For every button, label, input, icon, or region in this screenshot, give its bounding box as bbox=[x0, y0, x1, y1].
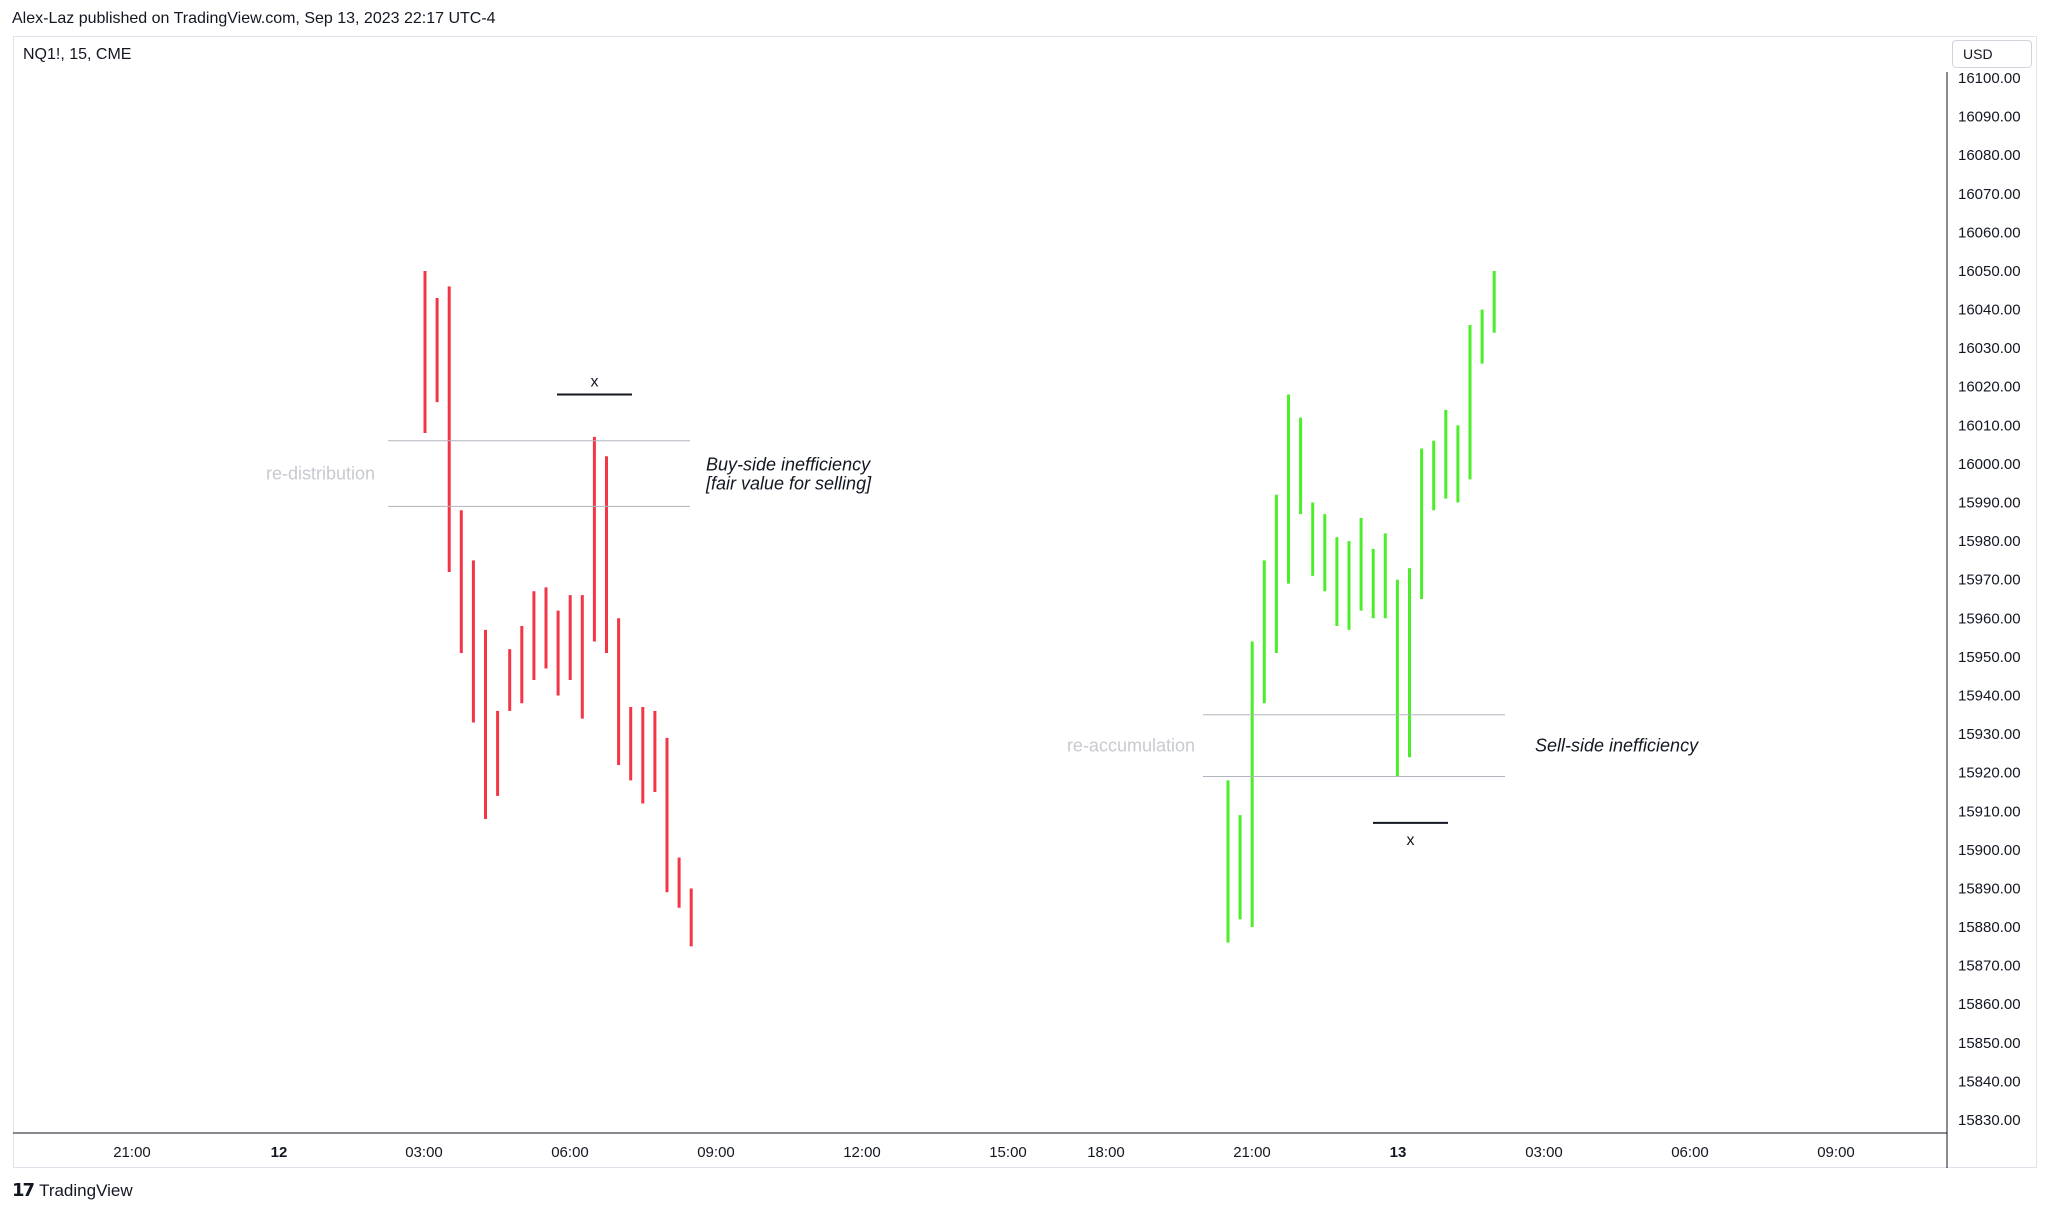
time-tick-label: 06:00 bbox=[1671, 1144, 1709, 1161]
price-tick-label: 16050.00 bbox=[1958, 263, 2021, 280]
price-tick-label: 16030.00 bbox=[1958, 340, 2021, 357]
price-tick-label: 16100.00 bbox=[1958, 70, 2021, 87]
price-tick-label: 15970.00 bbox=[1958, 572, 2021, 589]
zone-label: re-accumulation bbox=[1067, 736, 1195, 756]
currency-selector[interactable]: USD bbox=[1952, 40, 2032, 68]
time-tick-label: 09:00 bbox=[697, 1144, 735, 1161]
marker-label: x bbox=[591, 373, 599, 390]
price-tick-label: 15960.00 bbox=[1958, 610, 2021, 627]
price-tick-label: 16000.00 bbox=[1958, 456, 2021, 473]
zone-note: [fair value for selling] bbox=[705, 474, 872, 494]
price-tick-label: 15900.00 bbox=[1958, 842, 2021, 859]
price-tick-label: 15840.00 bbox=[1958, 1073, 2021, 1090]
price-tick-label: 16060.00 bbox=[1958, 224, 2021, 241]
price-tick-label: 15990.00 bbox=[1958, 495, 2021, 512]
time-tick-label: 09:00 bbox=[1817, 1144, 1855, 1161]
price-tick-label: 15980.00 bbox=[1958, 533, 2021, 550]
price-tick-label: 15850.00 bbox=[1958, 1035, 2021, 1052]
time-tick-label: 03:00 bbox=[405, 1144, 443, 1161]
time-tick-label: 13 bbox=[1390, 1144, 1407, 1161]
time-tick-label: 15:00 bbox=[989, 1144, 1027, 1161]
footer-brand[interactable]: 17 TradingView bbox=[12, 1180, 133, 1201]
price-tick-label: 16070.00 bbox=[1958, 186, 2021, 203]
time-tick-label: 21:00 bbox=[113, 1144, 151, 1161]
zone-note: Buy-side inefficiency bbox=[706, 455, 871, 475]
marker-label: x bbox=[1407, 832, 1415, 849]
price-tick-label: 15830.00 bbox=[1958, 1112, 2021, 1129]
price-tick-label: 16040.00 bbox=[1958, 302, 2021, 319]
price-tick-label: 15880.00 bbox=[1958, 919, 2021, 936]
price-tick-label: 15870.00 bbox=[1958, 958, 2021, 975]
zone-note: Sell-side inefficiency bbox=[1535, 736, 1699, 756]
tradingview-logo-icon: 17 bbox=[12, 1180, 35, 1201]
price-tick-label: 16010.00 bbox=[1958, 417, 2021, 434]
price-tick-label: 15940.00 bbox=[1958, 687, 2021, 704]
price-tick-label: 15920.00 bbox=[1958, 765, 2021, 782]
price-tick-label: 15890.00 bbox=[1958, 880, 2021, 897]
symbol-label[interactable]: NQ1!, 15, CME bbox=[23, 46, 132, 63]
time-tick-label: 03:00 bbox=[1525, 1144, 1563, 1161]
time-tick-label: 12:00 bbox=[843, 1144, 881, 1161]
time-tick-label: 06:00 bbox=[551, 1144, 589, 1161]
price-tick-label: 15930.00 bbox=[1958, 726, 2021, 743]
chart-frame bbox=[13, 36, 2037, 1168]
price-tick-label: 16090.00 bbox=[1958, 109, 2021, 126]
time-tick-label: 21:00 bbox=[1233, 1144, 1271, 1161]
publish-info: Alex-Laz published on TradingView.com, S… bbox=[12, 10, 496, 27]
time-tick-label: 12 bbox=[271, 1144, 288, 1161]
price-tick-label: 15910.00 bbox=[1958, 803, 2021, 820]
price-tick-label: 15950.00 bbox=[1958, 649, 2021, 666]
price-tick-label: 16080.00 bbox=[1958, 147, 2021, 164]
time-tick-label: 18:00 bbox=[1087, 1144, 1125, 1161]
price-tick-label: 16020.00 bbox=[1958, 379, 2021, 396]
zone-label: re-distribution bbox=[266, 464, 375, 484]
price-tick-label: 15860.00 bbox=[1958, 996, 2021, 1013]
brand-name: TradingView bbox=[39, 1180, 133, 1200]
